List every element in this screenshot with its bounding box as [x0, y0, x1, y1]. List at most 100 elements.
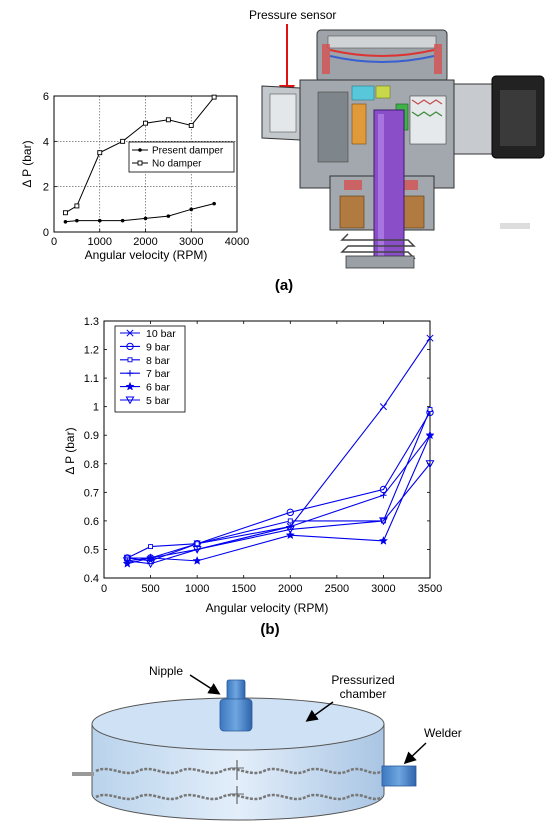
chart-b-series-line-5-bar [127, 463, 431, 565]
welder-tube [381, 765, 417, 787]
weld-seam-lower [95, 793, 383, 801]
chart-a-point-present-damper [166, 214, 171, 218]
chart-a-point-no-damper [211, 94, 217, 100]
chart-b-point-6-bar [285, 530, 295, 540]
chart-b-xlabel: Angular velocity (RPM) [206, 601, 329, 615]
chart-a-ytick-label: 6 [43, 91, 49, 103]
chart-b-xtick-label: 1500 [231, 583, 255, 595]
chart-b-legend-marker-9-bar [126, 342, 134, 351]
chart-b-ticks: 0 500 1000 1500 2000 2500 3000 3500 0.4 0.5 0.6 0.7… [84, 316, 443, 595]
nipple-label: Nipple [149, 664, 183, 678]
chart-b-point-5-bar [378, 517, 388, 526]
chart-b-point-5-bar [192, 545, 202, 554]
chart-a-point-present-damper [212, 201, 216, 206]
nipple-base [219, 698, 253, 732]
chart-b-point-8-bar [287, 518, 293, 524]
chart-b-xtick-label: 2500 [325, 583, 349, 595]
chart-b-ytick-label: 0.8 [84, 459, 99, 471]
chart-b-ytick-label: 1.2 [84, 345, 99, 357]
chart-a-point-no-damper [165, 117, 171, 123]
chart-b-legend-label-6-bar: 6 bar [146, 382, 170, 394]
chart-b-ytick-label: 1 [93, 402, 99, 414]
chart-b-series [122, 334, 435, 569]
chart-a-ytick-label: 4 [43, 136, 49, 148]
chart-a-grid [54, 96, 237, 232]
chart-a-xtick-label: 3000 [179, 236, 203, 248]
chart-a-ticks: 0 1000 2000 3000 4000 0 2 4 6 [43, 91, 249, 248]
chart-a-ytick-label: 0 [43, 227, 49, 239]
chart-b: 0 500 1000 1500 2000 2500 3000 3500 0.4 0.5 0.6 0.7… [63, 316, 442, 615]
chart-b-legend-label-5-bar: 5 bar [146, 395, 170, 407]
legend-label-present-damper: Present damper [152, 146, 224, 157]
pressurized-chamber-diagram: Nipple Pressurized chamber Welder [72, 664, 462, 821]
panel-label-b: (b) [260, 621, 279, 638]
chart-b-legend-label-9-bar: 9 bar [146, 341, 170, 353]
chart-b-ytick-label: 0.4 [84, 573, 99, 585]
chart-a-series [62, 94, 217, 224]
weld-seam-upper [95, 767, 383, 775]
chart-b-point-10-bar [426, 334, 434, 342]
chart-b-legend-label-7-bar: 7 bar [146, 368, 170, 380]
chart-b-ytick-label: 0.9 [84, 430, 99, 442]
chart-b-legend-marker-7-bar [126, 370, 134, 377]
chart-b-point-5-bar [146, 560, 156, 569]
chart-b-ylabel: Δ P (bar) [63, 427, 77, 474]
chart-b-xtick-label: 1000 [185, 583, 209, 595]
chart-b-ytick-label: 1.3 [84, 316, 99, 328]
chart-b-point-7-bar [380, 491, 387, 499]
left-stub [72, 772, 94, 776]
chart-b-xtick-label: 0 [101, 583, 107, 595]
chamber-label-line2: chamber [340, 687, 387, 701]
chamber-label-line1: Pressurized [331, 673, 394, 687]
chart-b-point-6-bar [145, 553, 156, 562]
chart-b-legend-marker-10-bar [126, 329, 134, 337]
chart-b-point-6-bar [425, 430, 435, 440]
chart-b-point-10-bar [379, 403, 387, 411]
chart-b-point-5-bar [285, 525, 295, 534]
chart-b-ytick-label: 0.7 [84, 487, 99, 499]
legend-label-no-damper: No damper [152, 159, 202, 170]
chart-b-series-line-6-bar [127, 434, 431, 565]
chart-b-legend-label-10-bar: 10 bar [146, 328, 176, 340]
chart-a-point-present-damper [143, 216, 148, 221]
chart-a-series-line-no-damper [65, 96, 215, 214]
chart-b-legend-marker-5-bar [125, 396, 135, 405]
chart-a-point-no-damper [62, 210, 68, 216]
chart-b-point-9-bar [286, 508, 294, 517]
chart-a-point-present-damper [120, 218, 125, 223]
chart-a-point-present-damper [97, 218, 102, 223]
chart-b-point-8-bar [148, 544, 154, 550]
chart-a-point-no-damper [143, 120, 148, 126]
chart-b-series-line-9-bar [127, 412, 431, 559]
chart-a-point-no-damper [188, 123, 194, 128]
chart-a-xtick-label: 1000 [88, 236, 112, 248]
chart-b-xtick-label: 3500 [418, 583, 442, 595]
chart-a-point-no-damper [74, 203, 80, 209]
chart-a-xtick-label: 2000 [133, 236, 157, 248]
chart-a-point-present-damper [189, 207, 194, 212]
pump-cross-section-diagram: Pressure sensor [249, 8, 545, 269]
pressure-sensor-label: Pressure sensor [249, 8, 336, 22]
chart-b-point-8-bar [194, 541, 200, 547]
chart-b-ytick-label: 1.1 [84, 373, 99, 385]
chart-b-point-5-bar [425, 460, 435, 469]
chart-b-ytick-label: 0.6 [84, 516, 99, 528]
chart-b-ytick-label: 0.5 [84, 544, 99, 556]
chart-a-ytick-label: 2 [43, 182, 49, 194]
chart-b-legend-label-8-bar: 8 bar [146, 355, 170, 367]
legend-marker-present-damper [138, 148, 142, 152]
panel-label-a: (a) [275, 277, 293, 294]
chart-b-point-6-bar [378, 535, 389, 545]
chamber-body [91, 723, 385, 821]
chart-a-point-no-damper [120, 138, 126, 144]
chart-b-point-8-bar [427, 407, 433, 412]
chart-b-xtick-label: 3000 [371, 583, 395, 595]
welder-label: Welder [424, 726, 462, 740]
chart-a-legend: Present damper No damper [128, 141, 235, 173]
legend-marker-no-damper [137, 160, 143, 166]
chart-a-series-line-present-damper [65, 203, 215, 223]
chart-b-legend-marker-8-bar [127, 357, 133, 363]
chart-a-xlabel: Angular velocity (RPM) [85, 248, 208, 262]
